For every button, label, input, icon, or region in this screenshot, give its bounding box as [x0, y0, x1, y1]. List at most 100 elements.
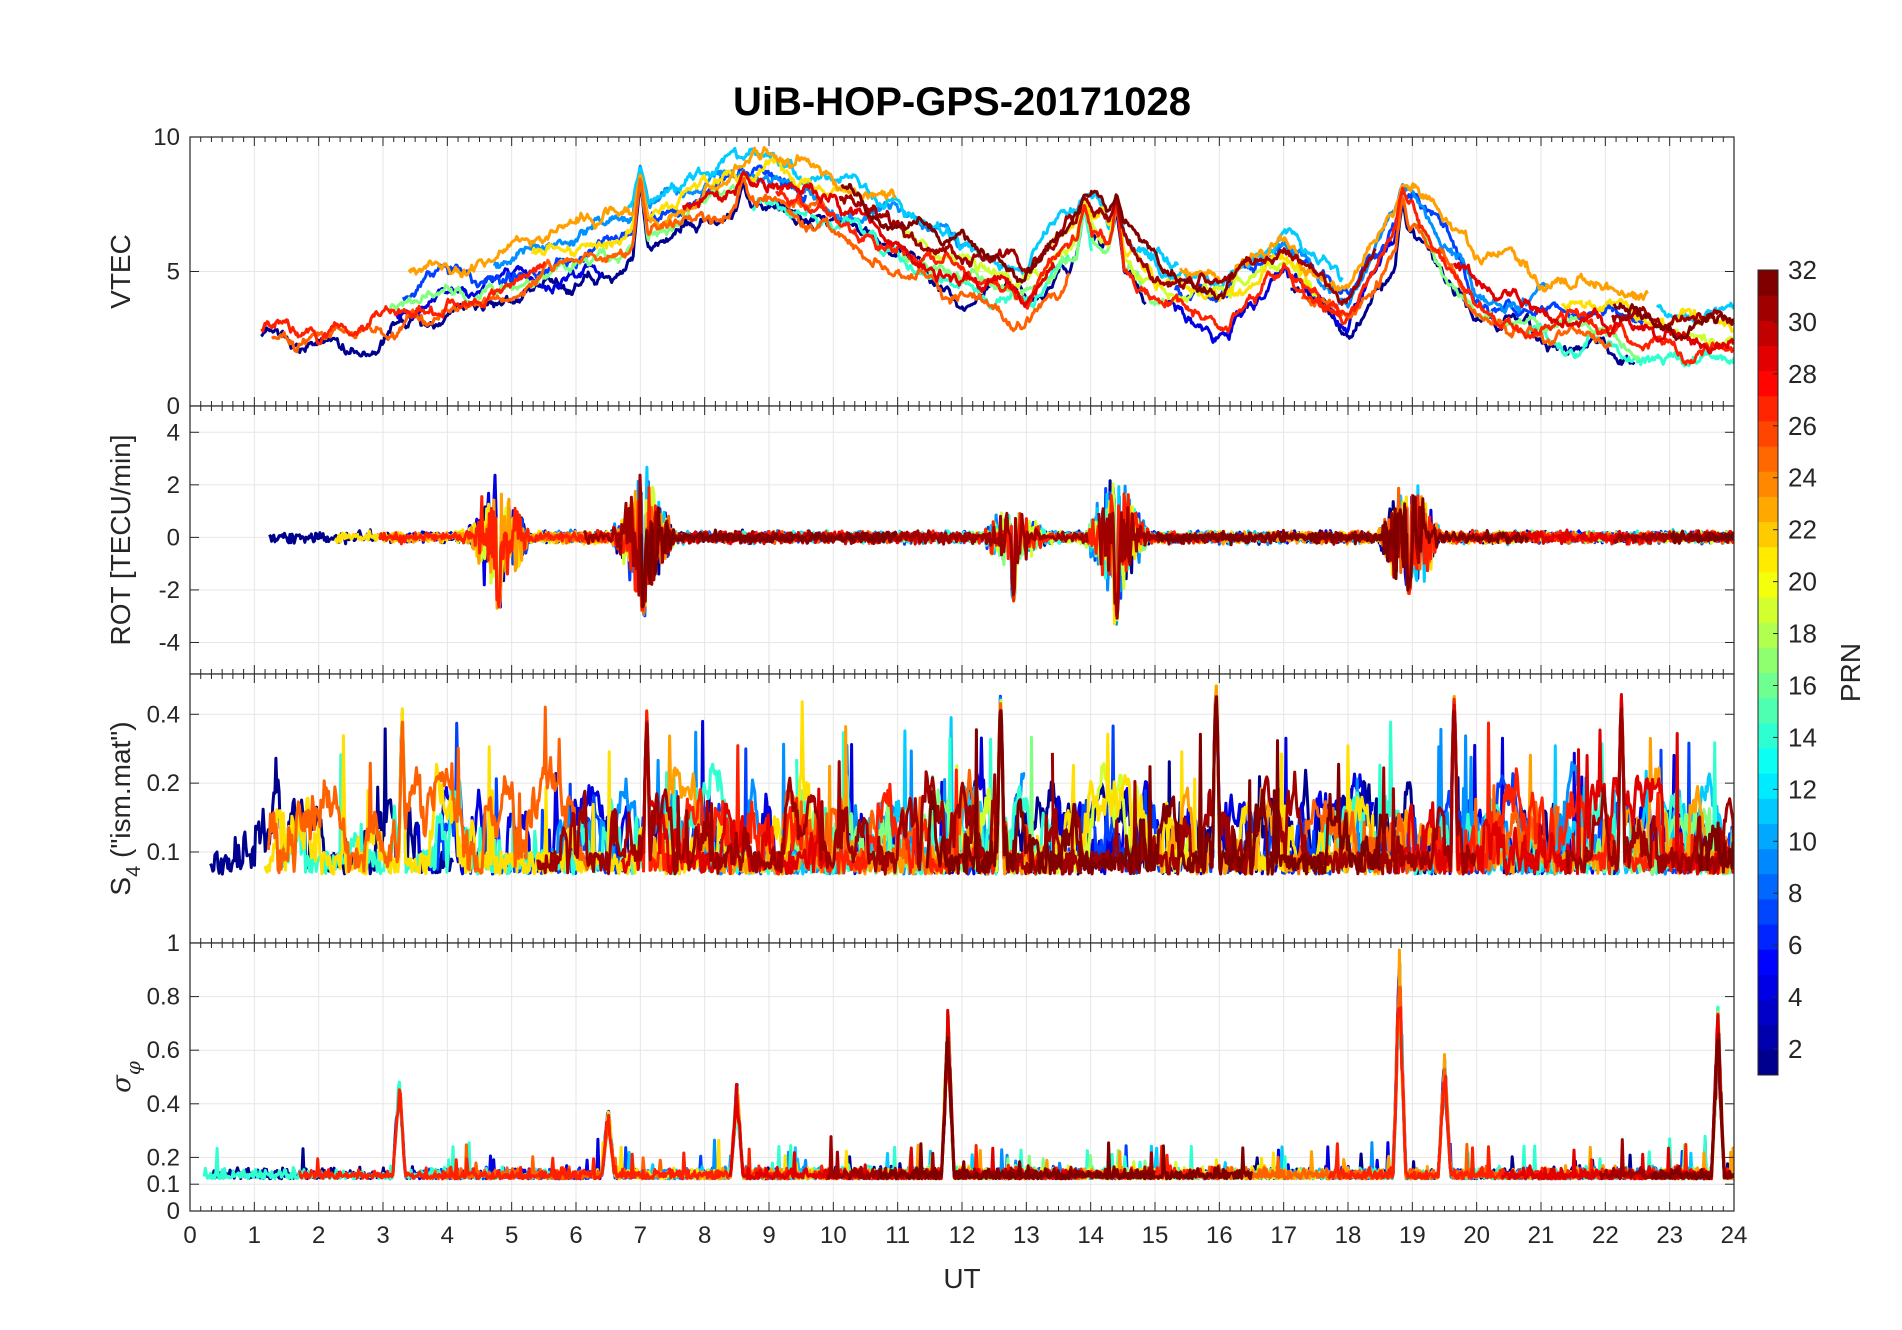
colorbar-tick-label: 14: [1788, 722, 1817, 752]
x-tick-label: 10: [820, 1222, 847, 1249]
x-tick-label: 6: [569, 1222, 582, 1249]
colorbar-segment: [1758, 697, 1778, 724]
x-tick-label: 8: [698, 1222, 711, 1249]
colorbar-tick-label: 32: [1788, 255, 1817, 285]
colorbar-tick-label: 10: [1788, 826, 1817, 856]
x-tick-label: 18: [1335, 1222, 1362, 1249]
colorbar-segment: [1758, 295, 1778, 321]
y-axis-label: VTEC: [105, 234, 136, 309]
colorbar-segment: [1758, 949, 1778, 975]
colorbar-segment: [1758, 924, 1778, 950]
y-tick-label: -2: [159, 577, 180, 604]
y-tick-label: 0.1: [147, 839, 180, 866]
series-line: [838, 194, 1377, 306]
y-tick-label: 5: [167, 259, 180, 286]
colorbar-segment: [1758, 798, 1778, 824]
series-line: [1173, 188, 1644, 326]
y-tick-label: 0.2: [147, 770, 180, 797]
series-line: [401, 164, 808, 302]
colorbar-segment: [1758, 999, 1778, 1026]
colorbar-segment: [1758, 974, 1778, 1001]
x-axis-label: UT: [943, 1263, 980, 1294]
series-line: [407, 146, 897, 279]
colorbar-segment: [1758, 597, 1778, 623]
x-tick-label: 21: [1528, 1222, 1555, 1249]
x-tick-label: 3: [376, 1222, 389, 1249]
series-line: [1415, 220, 1641, 361]
colorbar-segment: [1758, 773, 1778, 799]
series-line: [1697, 821, 1734, 874]
series-line: [266, 705, 590, 875]
series-line: [1610, 305, 1734, 331]
series-line: [1650, 1038, 1734, 1181]
series-line: [785, 208, 1071, 333]
x-tick-label: 5: [505, 1222, 518, 1249]
series-line: [1669, 529, 1734, 545]
colorbar-segment: [1758, 1049, 1778, 1076]
colorbar-segment: [1758, 320, 1778, 346]
y-tick-label: -4: [159, 629, 180, 656]
x-tick-label: 14: [1077, 1222, 1104, 1249]
colorbar-segment: [1758, 496, 1778, 523]
colorbar-segment: [1758, 672, 1778, 699]
colorbar-segment: [1758, 747, 1778, 774]
series-line: [1612, 302, 1734, 341]
series-line: [925, 695, 1389, 876]
panel-sigma-series: [202, 948, 1734, 1181]
chart-title: UiB-HOP-GPS-20171028: [733, 80, 1191, 124]
x-tick-label: 1: [248, 1222, 261, 1249]
y-axis-label: σφ: [107, 1061, 145, 1093]
series-line: [1452, 261, 1734, 355]
y-tick-label: 10: [153, 124, 180, 151]
panel-rot-series: [268, 465, 1734, 626]
colorbar-tick-label: 20: [1788, 567, 1817, 597]
series-line: [1179, 182, 1649, 301]
colorbar-segment: [1758, 848, 1778, 875]
colorbar-segment: [1758, 898, 1778, 925]
colorbar-tick-label: 24: [1788, 463, 1817, 493]
y-tick-label: 0: [167, 524, 180, 551]
colorbar-tick-label: 6: [1788, 930, 1802, 960]
colorbar-frame: [1757, 269, 1779, 1076]
colorbar-segment: [1758, 521, 1778, 548]
colorbar-tick-label: 30: [1788, 307, 1817, 337]
colorbar-segment: [1758, 823, 1778, 850]
series-line: [775, 188, 1349, 334]
y-tick-label: 2: [167, 472, 180, 499]
x-tick-label: 13: [1013, 1222, 1040, 1249]
x-tick-label: 24: [1721, 1222, 1748, 1249]
colorbar-segment: [1758, 446, 1778, 472]
y-tick-label: 1: [167, 930, 180, 957]
x-tick-label: 11: [885, 1222, 910, 1249]
panel-vtec: 0 5 10 VTEC: [105, 124, 1735, 420]
y-tick-label: 0.1: [147, 1171, 180, 1198]
series-line: [209, 711, 455, 876]
y-axis-label: ROT [TECU/min]: [105, 434, 136, 645]
colorbar-segment: [1758, 345, 1778, 372]
colorbar-label: PRN: [1835, 643, 1866, 702]
colorbar-tick-label: 8: [1788, 878, 1802, 908]
x-tick-label: 23: [1656, 1222, 1683, 1249]
y-tick-label: 0: [167, 393, 180, 420]
colorbar-segment: [1758, 370, 1778, 397]
series-line: [1290, 186, 1734, 366]
colorbar-tick-label: 4: [1788, 982, 1802, 1012]
panel-sigma: 00.10.2 0.4 0.6 0.8 1 σφ: [107, 930, 1735, 1225]
x-axis: 0 1 2 3 4 5 6 7 8 9 10 11 12 13 14 15 16 17 18 19 20 21 22 23 24: [183, 1222, 1747, 1249]
colorbar-tick-label: 16: [1788, 670, 1817, 700]
y-tick-label: 0.4: [147, 701, 180, 728]
colorbar-segment: [1758, 420, 1778, 447]
x-tick-label: 12: [949, 1222, 976, 1249]
y-tick-label: 0.4: [147, 1091, 180, 1118]
colorbar-tick-label: 26: [1788, 411, 1817, 441]
y-tick-label: 0.2: [147, 1144, 180, 1171]
colorbar-segment: [1758, 622, 1778, 648]
colorbar-segment: [1758, 722, 1778, 749]
x-tick-label: 7: [634, 1222, 647, 1249]
x-tick-label: 9: [762, 1222, 775, 1249]
x-tick-label: 2: [312, 1222, 325, 1249]
series-line: [260, 261, 547, 346]
x-tick-label: 15: [1142, 1222, 1169, 1249]
